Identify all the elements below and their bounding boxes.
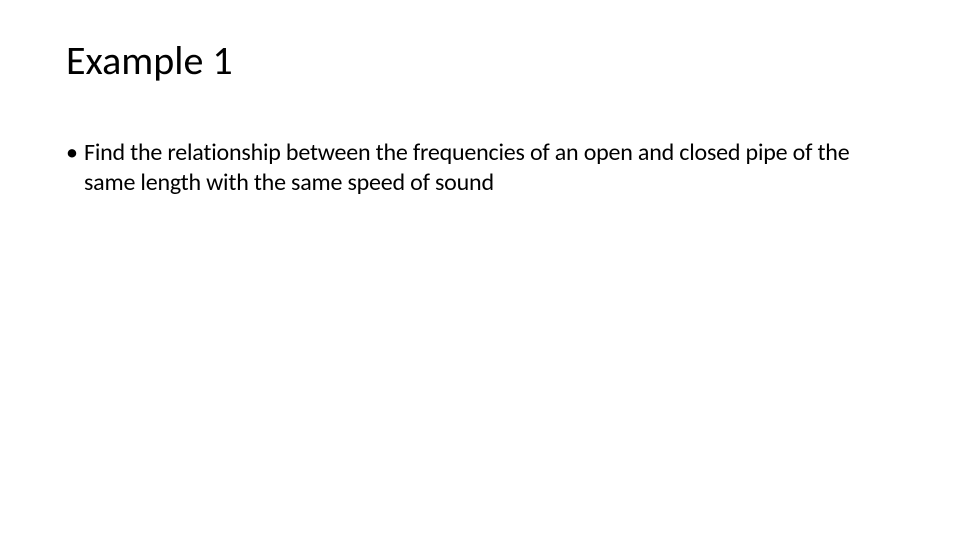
slide-title: Example 1 <box>66 36 233 85</box>
bullet-text: Find the relationship between the freque… <box>84 138 894 198</box>
slide: Example 1 • Find the relationship betwee… <box>0 0 960 540</box>
bullet-item: • Find the relationship between the freq… <box>66 138 894 198</box>
slide-body: • Find the relationship between the freq… <box>66 138 894 198</box>
bullet-marker: • <box>66 138 84 168</box>
